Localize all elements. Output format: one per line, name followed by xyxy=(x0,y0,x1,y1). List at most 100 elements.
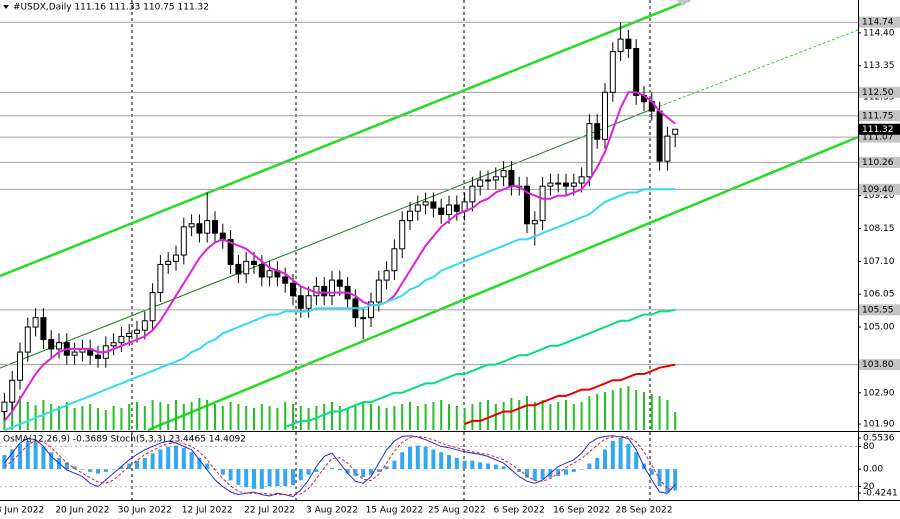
y-tick-label: 113.35 xyxy=(863,61,895,71)
candle-body xyxy=(391,248,398,272)
level-label-box xyxy=(859,86,900,98)
candle-body xyxy=(563,182,569,187)
osma-bar xyxy=(96,469,100,474)
osma-bar xyxy=(314,469,319,472)
x-tick-label: 30 Jun 2022 xyxy=(118,506,172,516)
osma-bar xyxy=(18,443,22,470)
level-label: 110.26 xyxy=(862,158,894,168)
volume-bar xyxy=(120,408,123,430)
volume-bar xyxy=(401,404,404,430)
osma-bar xyxy=(25,441,30,470)
x-tick-label: 12 Jul 2022 xyxy=(182,506,233,516)
volume-bar xyxy=(487,400,489,430)
osma-bar xyxy=(626,443,631,470)
volume-bar xyxy=(440,400,443,430)
volume-bar xyxy=(198,398,201,430)
candle-body xyxy=(149,292,156,322)
candle-body xyxy=(672,128,679,135)
level-label: 103.80 xyxy=(862,360,894,370)
candle-body xyxy=(422,201,429,206)
volume-bar xyxy=(276,408,279,430)
osma-bar xyxy=(103,469,108,472)
x-tick-label: 22 Jul 2022 xyxy=(244,506,295,516)
candle-body xyxy=(32,317,39,328)
osma-bar xyxy=(470,460,475,470)
volume-bar xyxy=(502,402,505,430)
osma-bar xyxy=(532,469,537,481)
candle-body xyxy=(555,182,562,185)
osma-bar xyxy=(486,463,490,470)
osma-bar xyxy=(501,466,506,470)
volume-bar xyxy=(463,408,466,430)
volume-bar xyxy=(479,402,482,430)
volume-bar xyxy=(549,404,552,430)
volume-bar xyxy=(331,402,333,430)
candle-body xyxy=(469,185,476,203)
volume-bar xyxy=(182,404,185,430)
osma-bar xyxy=(556,469,561,476)
candle-body xyxy=(235,263,242,275)
candle-body xyxy=(110,342,117,347)
moving-average xyxy=(4,188,676,432)
candle-body xyxy=(290,282,296,297)
level-label-box xyxy=(859,183,900,195)
osma-bar xyxy=(119,466,124,470)
volume-bar xyxy=(494,404,497,430)
level-label: 105.55 xyxy=(862,305,894,315)
volume-bar xyxy=(268,406,271,430)
volume-bar xyxy=(666,400,669,430)
osma-bar xyxy=(610,441,615,470)
volume-bar xyxy=(541,400,544,430)
volume-bar xyxy=(565,400,567,430)
candle-body xyxy=(40,317,47,341)
volume-bar xyxy=(307,408,310,430)
channel-middle-extension xyxy=(649,29,859,111)
candle-body xyxy=(485,179,491,182)
volume-bar xyxy=(190,402,193,430)
osma-bar xyxy=(142,457,147,470)
candle-body xyxy=(251,260,257,265)
osma-bar xyxy=(618,438,623,470)
osma-bar xyxy=(150,453,155,470)
osma-bar xyxy=(127,463,132,470)
osma-bar xyxy=(2,455,7,470)
candle-body xyxy=(531,220,538,225)
volume-bar xyxy=(237,404,240,430)
osma-bar xyxy=(564,469,568,475)
osma-bar xyxy=(189,452,194,470)
level-label: 111.75 xyxy=(862,111,894,121)
volume-bar xyxy=(284,402,287,430)
y-tick-label: 0.5536 xyxy=(863,434,895,444)
candle-body xyxy=(336,279,343,287)
candle-body xyxy=(329,279,335,297)
candle-body xyxy=(126,332,133,337)
candle-body xyxy=(173,254,179,262)
candle-body xyxy=(508,170,515,187)
osma-bar xyxy=(649,469,654,475)
x-tick-label: 25 Aug 2022 xyxy=(428,506,486,516)
volume-bar xyxy=(73,408,76,430)
volume-bar xyxy=(643,392,645,430)
volume-bar xyxy=(26,402,29,430)
candle-body xyxy=(664,135,671,162)
osma-bar xyxy=(447,455,451,470)
osma-bar xyxy=(493,464,498,470)
candle-body xyxy=(180,226,187,256)
osma-bar xyxy=(306,469,311,475)
volume-bar xyxy=(455,406,458,430)
x-tick-label: 20 Jun 2022 xyxy=(55,506,109,516)
candle-body xyxy=(594,123,601,140)
candle-body xyxy=(383,270,390,281)
osma-bar xyxy=(571,469,576,472)
osma-bar xyxy=(587,463,592,470)
object-marker xyxy=(676,0,690,6)
candle-body xyxy=(56,342,62,350)
volume-bar xyxy=(588,396,591,430)
volume-bar xyxy=(580,402,583,430)
volume-bar xyxy=(393,406,396,430)
osma-bar xyxy=(49,452,54,470)
volume-bar xyxy=(167,404,170,430)
candle-body xyxy=(118,335,125,344)
volume-bar xyxy=(557,402,560,430)
